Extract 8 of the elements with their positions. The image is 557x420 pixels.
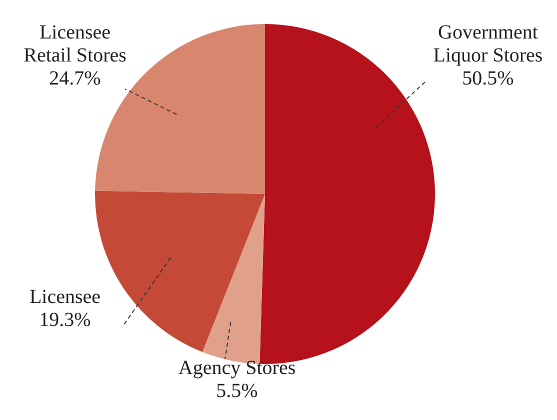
slice-label: Agency Stores bbox=[178, 356, 296, 379]
slice-label: Licensee bbox=[29, 286, 101, 308]
slice-label: Licensee Retail Stores bbox=[24, 21, 127, 66]
data-label: 50.5% bbox=[462, 67, 514, 90]
data-label: 24.7% bbox=[49, 67, 101, 90]
data-label: 19.3% bbox=[39, 308, 91, 331]
slice-label: Government Liquor Stores bbox=[433, 21, 543, 66]
data-label: 5.5% bbox=[216, 380, 258, 402]
